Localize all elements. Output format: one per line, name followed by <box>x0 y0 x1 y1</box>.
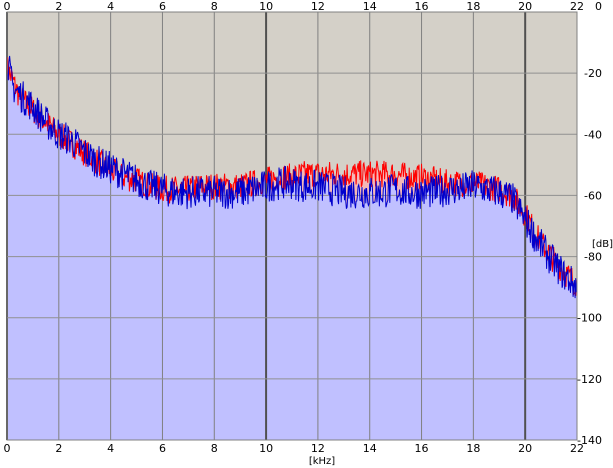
x-tick-bottom: 18 <box>466 442 480 455</box>
tick-labels: 0 2 4 6 8 10 12 14 16 18 20 22 0 2 4 6 8 10 12 14 16 18 20 22 0 -… <box>4 0 603 455</box>
x-tick-bottom: 10 <box>259 442 273 455</box>
x-tick-bottom: 20 <box>518 442 532 455</box>
x-tick-bottom: 16 <box>415 442 429 455</box>
x-tick-top: 6 <box>159 0 166 13</box>
series-lines <box>6 55 578 299</box>
y-tick: -40 <box>584 128 602 141</box>
x-tick-bottom: 8 <box>211 442 218 455</box>
x-tick-top: 10 <box>259 0 273 13</box>
y-tick: -140 <box>577 434 602 447</box>
x-tick-top: 18 <box>466 0 480 13</box>
x-tick-bottom: 6 <box>159 442 166 455</box>
plot-border <box>6 11 578 441</box>
x-tick-top: 12 <box>311 0 325 13</box>
x-tick-bottom: 4 <box>107 442 114 455</box>
x-tick-top: 8 <box>211 0 218 13</box>
x-tick-top: 22 <box>570 0 584 13</box>
y-axis-label: [dB] <box>592 239 613 250</box>
x-tick-top: 2 <box>55 0 62 13</box>
series-fills <box>7 55 577 441</box>
x-tick-top: 4 <box>107 0 114 13</box>
y-tick: -20 <box>584 67 602 80</box>
x-tick-bottom: 0 <box>4 442 11 455</box>
x-tick-top: 14 <box>363 0 377 13</box>
x-tick-bottom: 14 <box>363 442 377 455</box>
y-tick: -100 <box>577 312 602 325</box>
x-tick-bottom: 12 <box>311 442 325 455</box>
x-tick-bottom: 2 <box>55 442 62 455</box>
x-tick-top: 0 <box>4 0 11 13</box>
x-tick-top: 16 <box>415 0 429 13</box>
y-tick: -80 <box>584 251 602 264</box>
x-tick-bottom: 22 <box>570 442 584 455</box>
series-line-2 <box>6 55 578 299</box>
y-tick: -60 <box>584 189 602 202</box>
series-fill-2 <box>7 55 577 441</box>
x-axis-label: [kHz] <box>309 456 335 467</box>
y-tick: -120 <box>577 373 602 386</box>
x-tick-top: 20 <box>518 0 532 13</box>
y-tick: 0 <box>595 0 602 13</box>
